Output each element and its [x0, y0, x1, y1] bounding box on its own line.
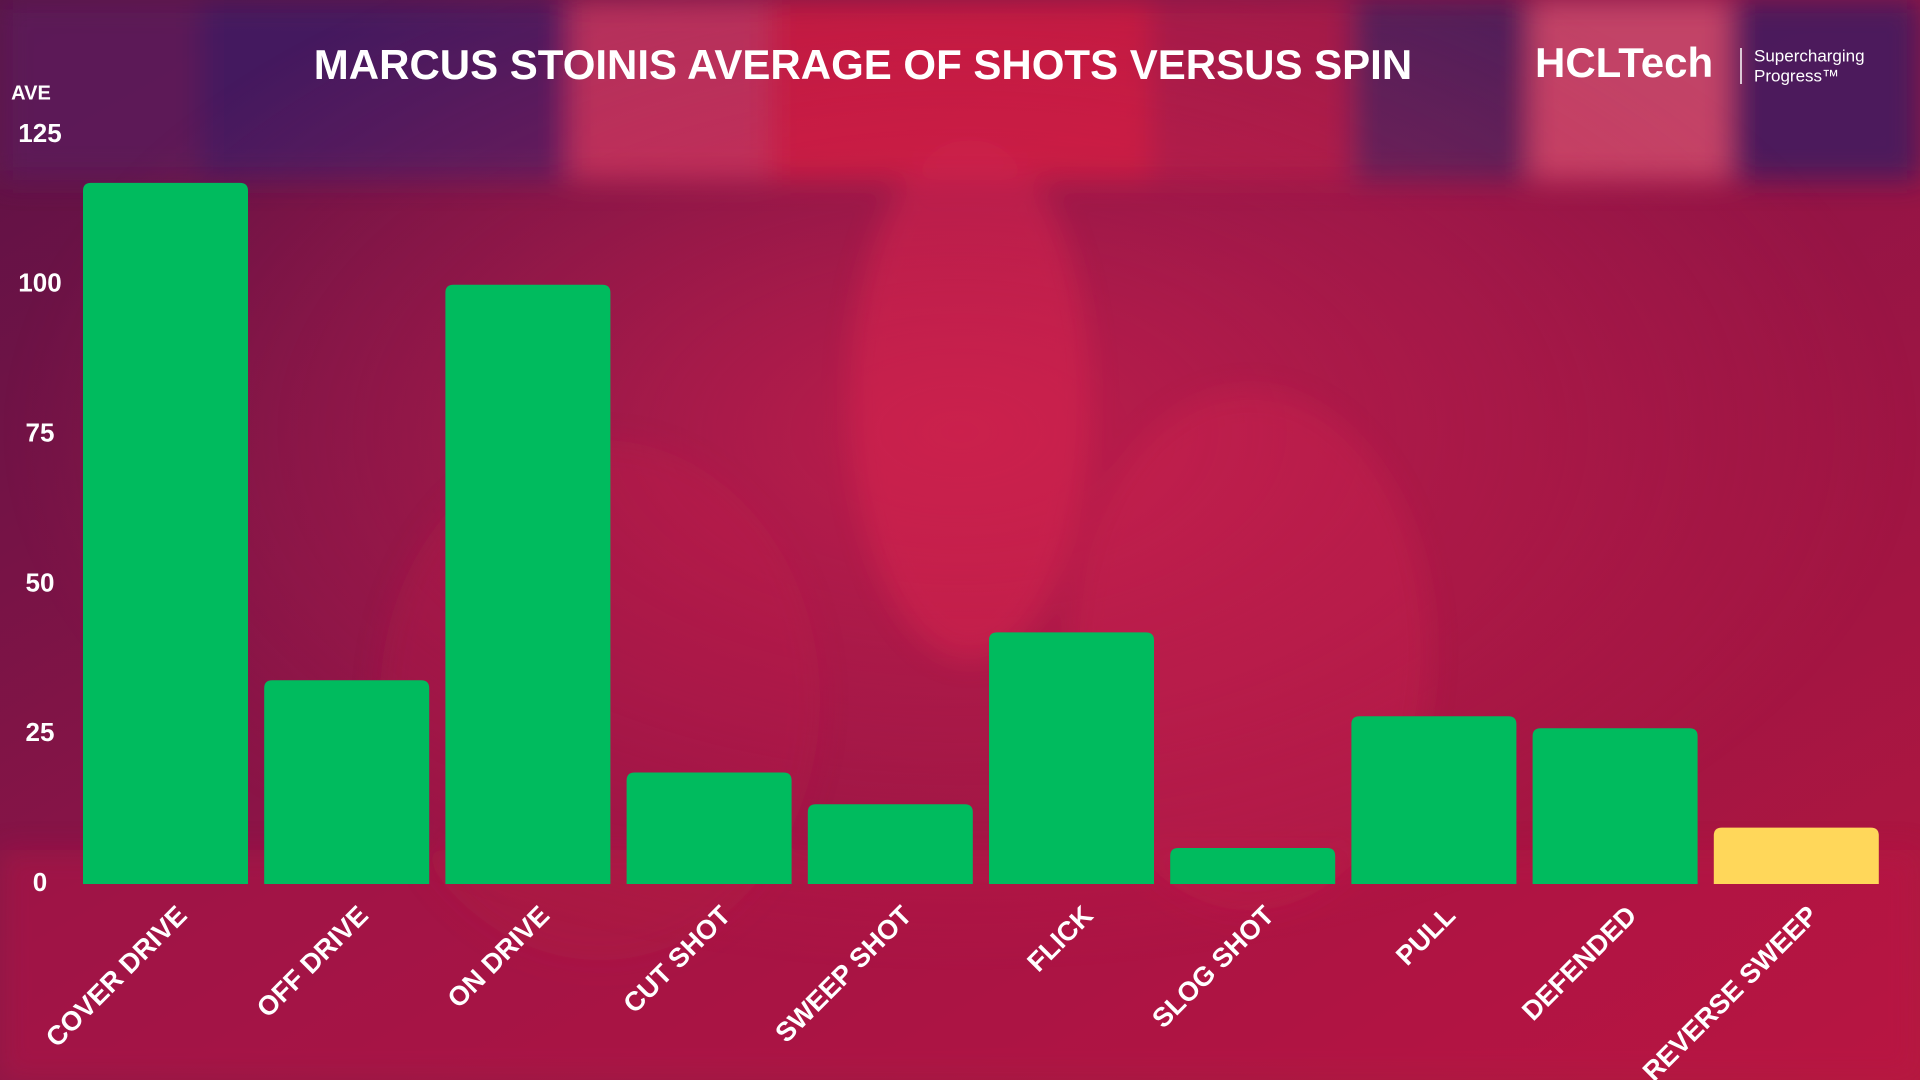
logo-tagline: Progress™: [1754, 66, 1839, 85]
chart-title: MARCUS STOINIS AVERAGE OF SHOTS VERSUS S…: [314, 41, 1412, 88]
logo: HCLTech Supercharging Progress™: [1535, 39, 1865, 86]
logo-tagline: Supercharging: [1754, 46, 1865, 65]
bar: [1351, 716, 1517, 884]
bar: [626, 772, 792, 884]
logo-brand: HCLTech: [1535, 39, 1713, 86]
y-tick-label: 50: [26, 567, 55, 597]
bar: [83, 182, 248, 884]
bar: [1713, 827, 1879, 884]
bar: [264, 680, 430, 884]
y-axis-label: AVE: [11, 82, 51, 104]
y-tick-label: 125: [18, 118, 61, 148]
bar: [1170, 848, 1336, 884]
y-tick-label: 75: [26, 417, 55, 447]
y-tick-label: 0: [33, 867, 47, 897]
bar: [989, 632, 1154, 884]
bar: [1532, 728, 1698, 884]
bar: [807, 804, 973, 884]
bar: [445, 284, 611, 884]
y-tick-label: 100: [18, 268, 61, 298]
y-tick-label: 25: [26, 717, 55, 747]
